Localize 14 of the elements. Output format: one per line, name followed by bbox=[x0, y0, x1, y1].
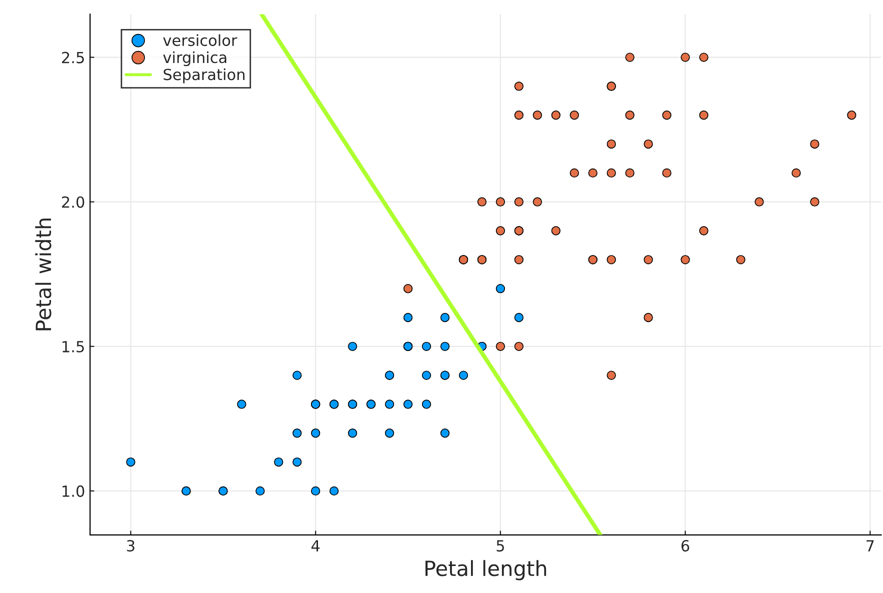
y-tick-label: 2.5 bbox=[62, 52, 84, 64]
x-tick-label: 3 bbox=[127, 540, 134, 552]
legend-label: versicolor bbox=[163, 34, 238, 46]
x-tick-label: 4 bbox=[311, 540, 320, 552]
y-axis-title: Petal width bbox=[35, 218, 52, 330]
y-tick-label: 2.0 bbox=[62, 196, 84, 208]
x-axis-title: Petal length bbox=[426, 560, 546, 580]
legend-label: Separation bbox=[164, 68, 244, 84]
x-tick-label: 7 bbox=[866, 540, 874, 552]
y-tick-label: 1.5 bbox=[62, 341, 84, 352]
legend-label: virginica bbox=[163, 51, 226, 66]
y-tick-label: 1.0 bbox=[62, 485, 84, 497]
x-tick-label: 6 bbox=[681, 540, 690, 552]
x-tick-label: 5 bbox=[496, 540, 504, 552]
